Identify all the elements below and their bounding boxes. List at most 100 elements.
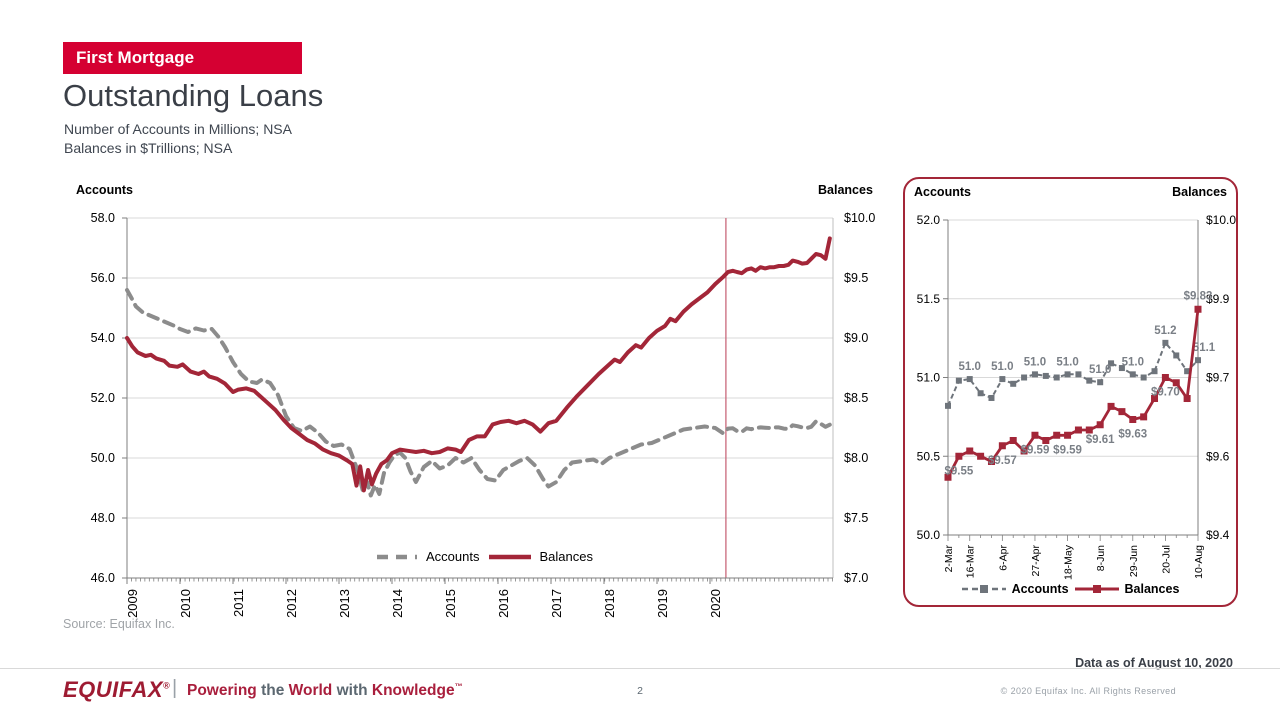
svg-text:20-Jul: 20-Jul xyxy=(1160,545,1172,574)
tagline-word: with xyxy=(336,682,368,700)
svg-text:6-Apr: 6-Apr xyxy=(997,545,1009,571)
svg-text:$8.5: $8.5 xyxy=(844,391,868,405)
page-title: Outstanding Loans xyxy=(63,78,324,113)
main-chart-legend: Accounts Balances xyxy=(340,549,630,564)
svg-text:51.1: 51.1 xyxy=(1193,342,1216,354)
tagline-word: Powering xyxy=(187,682,257,700)
svg-text:$9.83: $9.83 xyxy=(1184,290,1213,302)
source-note: Source: Equifax Inc. xyxy=(63,617,175,631)
data-as-of-note: Data as of August 10, 2020 xyxy=(1075,656,1233,670)
svg-text:51.0: 51.0 xyxy=(1024,356,1046,368)
svg-text:8-Jun: 8-Jun xyxy=(1095,545,1107,571)
svg-text:$9.6: $9.6 xyxy=(1206,449,1230,463)
equifax-tagline: Powering the World with Knowledge™ xyxy=(187,682,463,700)
svg-text:52.0: 52.0 xyxy=(917,213,941,227)
svg-text:$9.9: $9.9 xyxy=(1206,292,1230,306)
accounts-dashed-marker-icon xyxy=(961,585,1006,593)
weekly-inset-panel: Accounts Balances 52.0 $10.0 51.5 $9.9 51.0 $… xyxy=(903,177,1238,607)
svg-text:2012: 2012 xyxy=(284,589,299,618)
svg-text:51.0: 51.0 xyxy=(917,371,941,385)
subtitle-accounts-units: Number of Accounts in Millions; NSA xyxy=(64,121,292,137)
footer-divider xyxy=(0,668,1280,669)
main-right-axis-title: Balances xyxy=(818,183,873,197)
svg-text:2016: 2016 xyxy=(496,589,511,618)
tagline-word: World xyxy=(288,682,333,700)
page-number: 2 xyxy=(637,685,643,697)
subtitle-balances-units: Balances in $Trillions; NSA xyxy=(64,140,233,156)
svg-text:2013: 2013 xyxy=(337,589,352,618)
svg-text:29-Jun: 29-Jun xyxy=(1128,545,1140,577)
balances-solid-line-icon xyxy=(488,554,531,559)
svg-text:16-Mar: 16-Mar xyxy=(965,545,977,579)
svg-text:50.5: 50.5 xyxy=(917,449,941,463)
svg-text:18-May: 18-May xyxy=(1063,544,1075,580)
svg-text:$9.61: $9.61 xyxy=(1086,434,1115,446)
tagline-word: Knowledge xyxy=(371,682,455,700)
inset-right-axis-title: Balances xyxy=(1172,185,1227,199)
svg-text:2017: 2017 xyxy=(549,589,564,618)
svg-text:$9.4: $9.4 xyxy=(1206,528,1230,542)
svg-text:$7.0: $7.0 xyxy=(844,571,868,585)
svg-text:50.0: 50.0 xyxy=(91,451,115,465)
inset-legend-accounts-label: Accounts xyxy=(1011,582,1069,596)
svg-text:51.2: 51.2 xyxy=(1154,325,1176,337)
balances-solid-marker-icon xyxy=(1074,585,1119,593)
svg-text:2010: 2010 xyxy=(178,589,193,618)
svg-text:51.0: 51.0 xyxy=(1089,364,1111,376)
svg-text:2015: 2015 xyxy=(443,589,458,618)
svg-text:46.0: 46.0 xyxy=(91,571,115,585)
svg-text:51.0: 51.0 xyxy=(1122,356,1144,368)
svg-text:$9.59: $9.59 xyxy=(1021,444,1050,456)
svg-text:51.0: 51.0 xyxy=(959,361,981,373)
svg-text:$9.70: $9.70 xyxy=(1151,387,1180,399)
svg-text:51.0: 51.0 xyxy=(1056,356,1078,368)
svg-text:27-Apr: 27-Apr xyxy=(1030,544,1042,576)
accounts-dashed-line-icon xyxy=(377,554,418,559)
legend-accounts-label: Accounts xyxy=(426,549,480,564)
inset-left-axis-title: Accounts xyxy=(914,185,971,199)
main-left-axis-title: Accounts xyxy=(76,183,133,197)
svg-text:$9.0: $9.0 xyxy=(844,331,868,345)
svg-text:10-Aug: 10-Aug xyxy=(1193,545,1205,579)
category-banner: First Mortgage xyxy=(63,42,302,74)
svg-text:2011: 2011 xyxy=(231,589,246,617)
svg-text:$10.0: $10.0 xyxy=(844,211,875,225)
svg-text:2014: 2014 xyxy=(390,589,405,618)
svg-text:$8.0: $8.0 xyxy=(844,451,868,465)
svg-text:2019: 2019 xyxy=(655,589,670,618)
svg-text:51.5: 51.5 xyxy=(917,292,941,306)
svg-text:2018: 2018 xyxy=(602,589,617,618)
svg-text:$9.57: $9.57 xyxy=(988,455,1017,467)
svg-text:2-Mar: 2-Mar xyxy=(943,544,955,572)
equifax-logo: EQUIFAX® xyxy=(63,677,170,703)
svg-text:$7.5: $7.5 xyxy=(844,511,868,525)
tagline-word: the xyxy=(261,682,285,700)
main-line-chart: 58.0 $10.0 56.0 $9.5 54.0 $9.0 52.0 $8.5 50.0 $8.… xyxy=(91,211,876,618)
svg-text:51.0: 51.0 xyxy=(991,361,1013,373)
footer-separator: | xyxy=(172,677,178,699)
inset-chart-legend: Accounts Balances xyxy=(905,582,1236,596)
trademark-mark: ™ xyxy=(454,682,463,691)
inset-line-chart: 52.0 $10.0 51.5 $9.9 51.0 $9.7 50.5 $9.6 50.0 $9.… xyxy=(917,213,1236,580)
svg-text:$9.5: $9.5 xyxy=(844,271,868,285)
svg-text:$9.55: $9.55 xyxy=(944,465,973,477)
legend-balances-label: Balances xyxy=(539,549,593,564)
svg-text:$9.63: $9.63 xyxy=(1118,429,1147,441)
svg-text:2009: 2009 xyxy=(125,589,140,618)
banner-label: First Mortgage xyxy=(76,48,195,67)
svg-text:54.0: 54.0 xyxy=(91,331,115,345)
svg-text:$10.0: $10.0 xyxy=(1206,213,1236,227)
svg-text:52.0: 52.0 xyxy=(91,391,115,405)
svg-text:$9.7: $9.7 xyxy=(1206,371,1230,385)
registered-mark: ® xyxy=(163,680,171,691)
svg-text:48.0: 48.0 xyxy=(91,511,115,525)
svg-text:2020: 2020 xyxy=(708,589,723,618)
inset-legend-balances-label: Balances xyxy=(1124,582,1180,596)
equifax-logo-text: EQUIFAX xyxy=(63,677,164,702)
copyright-note: © 2020 Equifax Inc. All Rights Reserved xyxy=(1000,686,1176,696)
svg-text:50.0: 50.0 xyxy=(917,528,941,542)
svg-text:56.0: 56.0 xyxy=(91,271,115,285)
svg-text:58.0: 58.0 xyxy=(91,211,115,225)
svg-text:$9.59: $9.59 xyxy=(1053,444,1082,456)
